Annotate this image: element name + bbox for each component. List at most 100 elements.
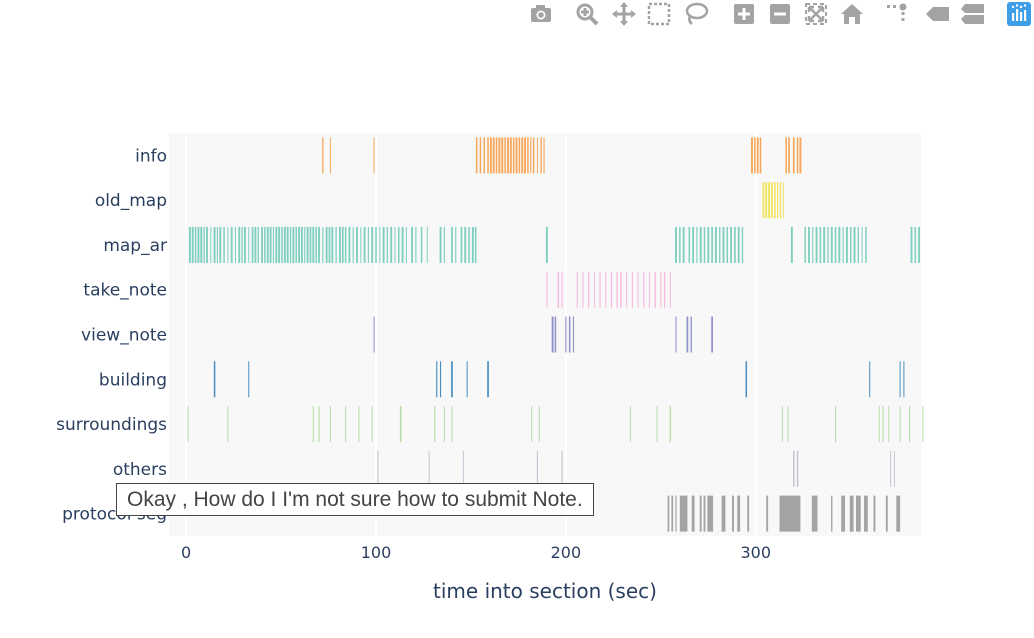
event-mark[interactable] bbox=[278, 226, 281, 263]
event-mark[interactable] bbox=[379, 226, 381, 263]
event-mark[interactable] bbox=[643, 271, 645, 308]
event-mark[interactable] bbox=[711, 316, 713, 353]
event-mark[interactable] bbox=[885, 495, 888, 532]
event-mark[interactable] bbox=[206, 226, 208, 263]
hover-closest-button[interactable] bbox=[924, 1, 950, 27]
event-mark[interactable] bbox=[382, 226, 385, 263]
event-mark[interactable] bbox=[721, 495, 726, 532]
event-mark[interactable] bbox=[203, 226, 205, 263]
event-mark[interactable] bbox=[318, 406, 320, 443]
event-mark[interactable] bbox=[599, 271, 601, 308]
event-mark[interactable] bbox=[631, 271, 633, 308]
event-mark[interactable] bbox=[471, 226, 474, 263]
event-mark[interactable] bbox=[841, 495, 846, 532]
event-mark[interactable] bbox=[910, 226, 913, 263]
event-mark[interactable] bbox=[492, 137, 495, 174]
event-mark[interactable] bbox=[390, 226, 393, 263]
event-mark[interactable] bbox=[468, 226, 470, 263]
event-mark[interactable] bbox=[460, 226, 463, 263]
event-mark[interactable] bbox=[329, 137, 331, 174]
event-mark[interactable] bbox=[878, 406, 880, 443]
event-mark[interactable] bbox=[530, 137, 532, 174]
event-mark[interactable] bbox=[679, 226, 681, 263]
event-mark[interactable] bbox=[325, 226, 328, 263]
event-mark[interactable] bbox=[213, 226, 216, 263]
event-mark[interactable] bbox=[261, 226, 263, 263]
event-mark[interactable] bbox=[696, 226, 698, 263]
event-mark[interactable] bbox=[804, 226, 806, 263]
event-mark[interactable] bbox=[629, 406, 631, 443]
event-mark[interactable] bbox=[861, 226, 863, 263]
event-mark[interactable] bbox=[521, 137, 524, 174]
event-mark[interactable] bbox=[669, 271, 671, 308]
event-mark[interactable] bbox=[834, 226, 837, 263]
event-mark[interactable] bbox=[264, 226, 266, 263]
event-mark[interactable] bbox=[719, 226, 721, 263]
event-mark[interactable] bbox=[512, 137, 515, 174]
event-mark[interactable] bbox=[298, 226, 301, 263]
event-mark[interactable] bbox=[331, 226, 334, 263]
event-mark[interactable] bbox=[546, 271, 548, 308]
event-mark[interactable] bbox=[616, 271, 618, 308]
event-mark[interactable] bbox=[295, 226, 297, 263]
event-mark[interactable] bbox=[338, 226, 341, 263]
event-mark[interactable] bbox=[831, 495, 833, 532]
event-mark[interactable] bbox=[711, 226, 713, 263]
event-mark[interactable] bbox=[439, 361, 442, 398]
event-mark[interactable] bbox=[540, 137, 542, 174]
event-mark[interactable] bbox=[451, 226, 453, 263]
event-mark[interactable] bbox=[654, 271, 656, 308]
event-mark[interactable] bbox=[238, 226, 241, 263]
event-mark[interactable] bbox=[675, 495, 677, 532]
event-mark[interactable] bbox=[849, 226, 852, 263]
event-mark[interactable] bbox=[434, 406, 436, 443]
event-mark[interactable] bbox=[373, 316, 375, 353]
zoom-out-button[interactable] bbox=[767, 1, 793, 27]
event-mark[interactable] bbox=[507, 137, 509, 174]
event-mark[interactable] bbox=[210, 226, 212, 263]
event-mark[interactable] bbox=[626, 271, 628, 308]
event-mark[interactable] bbox=[464, 226, 467, 263]
event-mark[interactable] bbox=[194, 226, 197, 263]
event-mark[interactable] bbox=[747, 495, 750, 532]
event-mark[interactable] bbox=[329, 406, 331, 443]
event-mark[interactable] bbox=[462, 450, 464, 487]
event-mark[interactable] bbox=[751, 137, 753, 174]
camera-button[interactable] bbox=[528, 1, 554, 27]
event-mark[interactable] bbox=[377, 450, 379, 487]
event-mark[interactable] bbox=[443, 406, 445, 443]
event-mark[interactable] bbox=[554, 316, 557, 353]
event-mark[interactable] bbox=[443, 226, 445, 263]
event-mark[interactable] bbox=[888, 406, 890, 443]
event-mark[interactable] bbox=[536, 450, 538, 487]
event-mark[interactable] bbox=[855, 495, 861, 532]
home-button[interactable] bbox=[839, 1, 865, 27]
event-mark[interactable] bbox=[771, 182, 773, 219]
event-mark[interactable] bbox=[358, 406, 360, 443]
event-mark[interactable] bbox=[845, 226, 848, 263]
event-mark[interactable] bbox=[234, 226, 236, 263]
box-select-button[interactable] bbox=[646, 1, 672, 27]
event-mark[interactable] bbox=[699, 495, 702, 532]
event-mark[interactable] bbox=[811, 495, 818, 532]
event-mark[interactable] bbox=[269, 226, 272, 263]
event-mark[interactable] bbox=[830, 226, 833, 263]
hover-compare-button[interactable] bbox=[959, 1, 985, 27]
event-mark[interactable] bbox=[785, 137, 787, 174]
event-mark[interactable] bbox=[474, 226, 477, 263]
event-mark[interactable] bbox=[593, 271, 595, 308]
event-mark[interactable] bbox=[451, 361, 453, 398]
event-mark[interactable] bbox=[405, 226, 407, 263]
event-mark[interactable] bbox=[345, 406, 347, 443]
event-mark[interactable] bbox=[373, 137, 375, 174]
spikelines-button[interactable] bbox=[884, 1, 910, 27]
event-mark[interactable] bbox=[428, 450, 430, 487]
event-mark[interactable] bbox=[648, 271, 650, 308]
event-mark[interactable] bbox=[819, 226, 822, 263]
zoom-button[interactable] bbox=[574, 1, 600, 27]
event-mark[interactable] bbox=[699, 226, 702, 263]
event-mark[interactable] bbox=[487, 137, 489, 174]
event-mark[interactable] bbox=[572, 316, 575, 353]
event-mark[interactable] bbox=[219, 226, 222, 263]
event-mark[interactable] bbox=[401, 226, 404, 263]
